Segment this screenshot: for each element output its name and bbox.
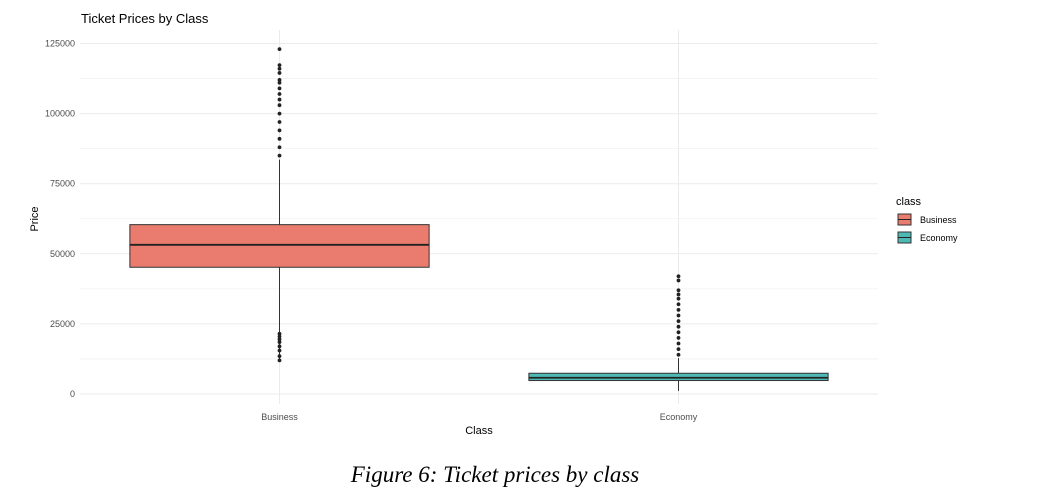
outlier-point [277,354,282,359]
y-tick-label: 100000 [45,109,75,119]
outlier-point [277,97,282,102]
legend-entries: Business Economy [897,213,958,244]
outlier-point [277,153,282,158]
legend: class Business Economy [896,196,958,244]
legend-entry-business: Business [897,213,957,226]
outlier-point [277,358,282,363]
outlier-point [277,86,282,91]
outlier-point [676,307,681,312]
legend-entry-economy: Economy [897,231,958,244]
outlier-point [277,334,282,339]
outlier-point [676,292,681,297]
y-tick-label: 0 [70,389,75,399]
outlier-point [676,352,681,357]
outlier-point [676,324,681,329]
outlier-point [676,288,681,293]
outlier-point [676,347,681,352]
boxplot-chart: 0 25000 50000 75000 100000 125000 Business Eco… [29,11,958,437]
y-tick-label: 50000 [50,249,75,259]
grid-lines [80,30,878,404]
legend-label: Economy [920,233,958,243]
outlier-point [277,103,282,108]
x-axis-ticks: Business Economy [261,412,698,422]
outlier-point [277,47,282,52]
y-axis-title: Price [29,206,41,231]
outlier-point [277,348,282,353]
outlier-point [277,340,282,345]
box-economy [528,274,829,391]
y-tick-label: 75000 [50,179,75,189]
x-axis-title: Class [465,425,493,437]
outlier-point [277,145,282,150]
outlier-point [277,78,282,82]
outlier-point [676,336,681,340]
outlier-point [277,120,282,124]
outlier-point [676,296,681,301]
outlier-point [277,337,282,342]
iqr-box [129,224,430,268]
figure-caption: Figure 6: Ticket prices by class [350,462,640,487]
outlier-point [676,274,681,279]
outlier-point [277,71,282,75]
x-tick-label: Economy [660,412,698,422]
outlier-point [277,111,282,116]
outlier-point [277,80,282,85]
legend-title: class [896,196,922,208]
outlier-point [277,66,282,71]
outlier-point [676,302,681,307]
outlier-point [277,128,282,133]
y-tick-label: 125000 [45,39,75,49]
outlier-point [676,278,681,283]
outlier-point [277,92,282,96]
box-layer [129,47,829,391]
y-axis-ticks: 0 25000 50000 75000 100000 125000 [45,39,75,400]
outlier-point [277,331,282,336]
x-tick-label: Business [261,412,298,422]
box-business [129,47,430,363]
outlier-point [676,341,681,346]
outlier-point [277,63,282,67]
outlier-point [277,136,282,141]
outlier-point [676,319,681,323]
outlier-point [277,344,282,349]
legend-label: Business [920,215,957,225]
outlier-point [676,330,681,335]
y-tick-label: 25000 [50,319,75,329]
outlier-point [676,313,681,318]
chart-title: Ticket Prices by Class [81,11,209,26]
